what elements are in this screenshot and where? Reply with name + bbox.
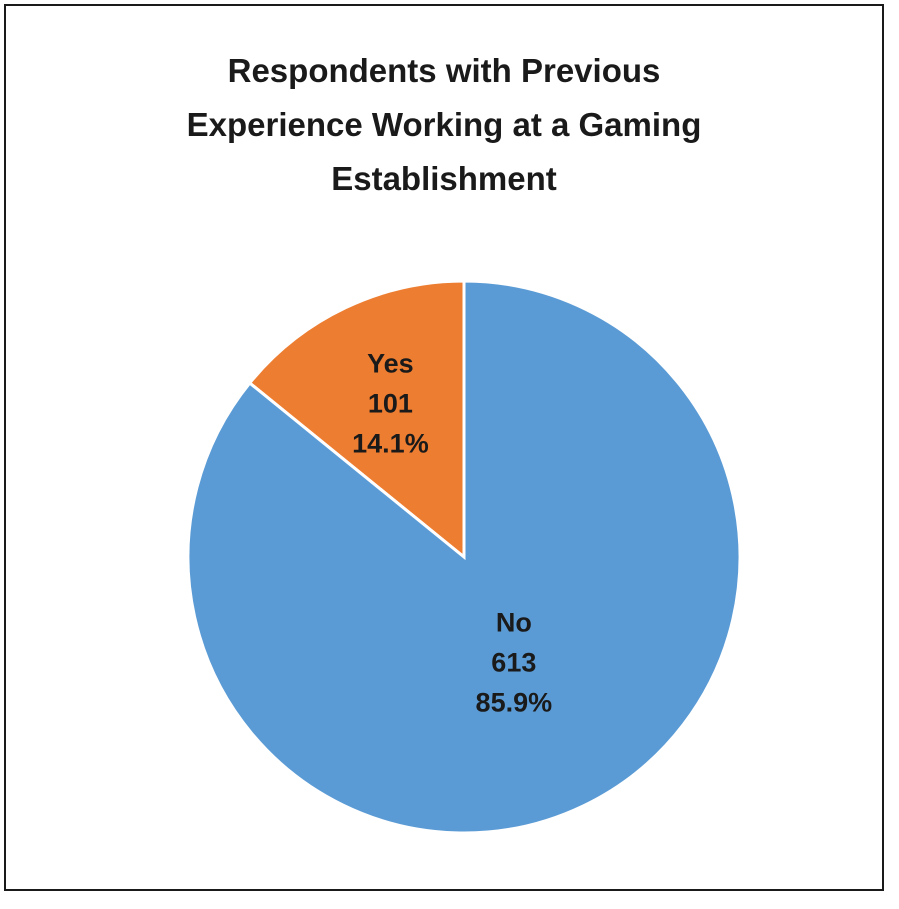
pie-slices [186,279,742,835]
chart-frame: Respondents with Previous Experience Wor… [4,4,884,891]
slice-no-count: 613 [491,648,536,678]
chart-title-line-1: Respondents with Previous [227,52,661,89]
pie-slice-no [186,279,742,835]
chart-title-line-3: Establishment [331,160,557,197]
pie-labels: Yes 101 14.1% No 613 85.9% [352,349,552,718]
chart-title-line-2: Experience Working at a Gaming [186,106,702,143]
slice-yes-count: 101 [368,389,413,419]
chart-title: Respondents with Previous Experience Wor… [6,44,882,206]
slice-no-label: No [496,608,532,638]
pie-chart: Yes 101 14.1% No 613 85.9% [186,279,742,835]
pie-slice-yes [247,279,466,561]
slice-no-percent: 85.9% [476,688,553,718]
slice-yes-label: Yes [367,349,414,379]
slice-yes-percent: 14.1% [352,429,429,459]
